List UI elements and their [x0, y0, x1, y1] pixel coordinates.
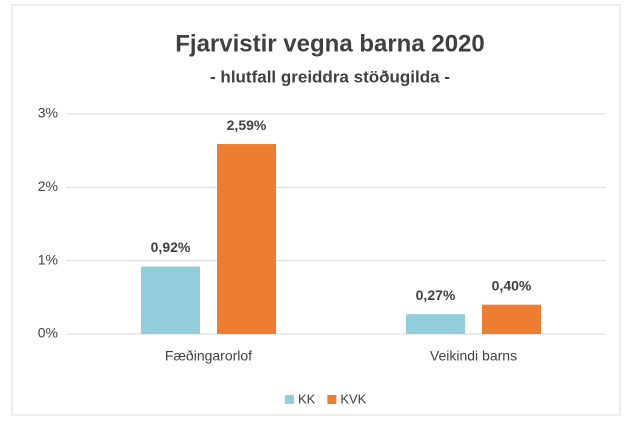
- x-tick-label: Veikindi barns: [430, 348, 517, 364]
- legend-swatch: [285, 395, 294, 404]
- data-label: 0,92%: [151, 239, 191, 255]
- chart-title: Fjarvistir vegna barna 2020: [175, 30, 485, 57]
- x-tick-label: Fæðingarorlof: [165, 348, 252, 364]
- y-tick-label: 3%: [38, 105, 58, 121]
- y-tick-label: 2%: [38, 178, 58, 194]
- y-tick-label: 0%: [38, 325, 58, 341]
- legend-label: KK: [298, 391, 316, 406]
- chart-border: [11, 4, 621, 416]
- bar: [406, 314, 465, 334]
- data-label: 2,59%: [227, 117, 267, 133]
- bar: [482, 304, 541, 334]
- data-label: 0,40%: [492, 277, 532, 293]
- data-label: 0,27%: [416, 287, 456, 303]
- chart-subtitle: - hlutfall greiddra stöðugilda -: [210, 67, 450, 86]
- legend-label: KVK: [340, 391, 366, 406]
- legend-swatch: [327, 395, 337, 404]
- y-tick-label: 1%: [38, 251, 58, 267]
- bar: [141, 266, 200, 334]
- bar: [217, 144, 276, 334]
